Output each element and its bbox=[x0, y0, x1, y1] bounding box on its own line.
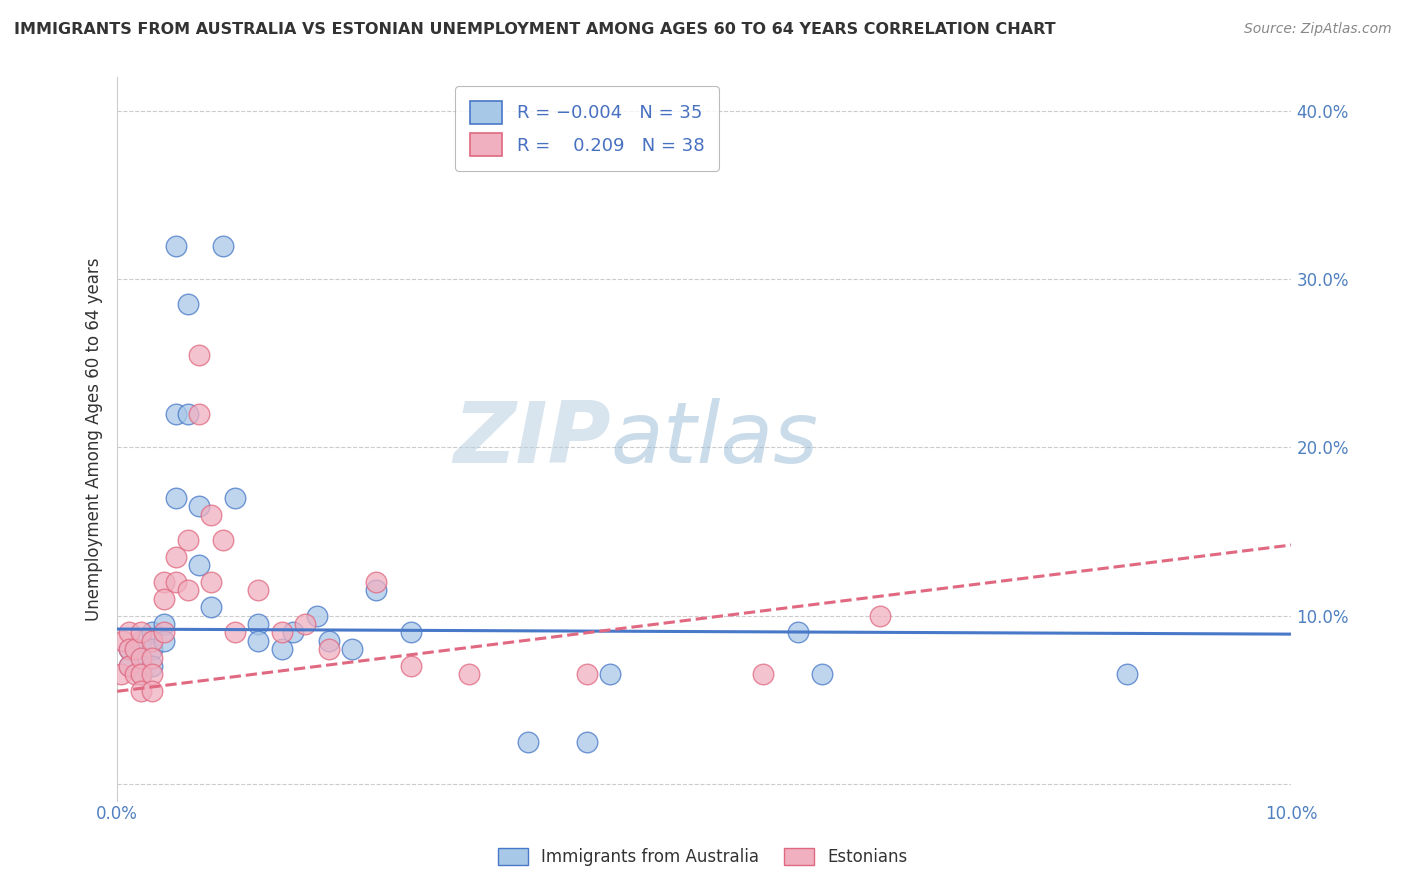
Point bbox=[118, 642, 141, 657]
Point bbox=[153, 633, 176, 648]
Point bbox=[153, 591, 176, 606]
Y-axis label: Unemployment Among Ages 60 to 64 years: Unemployment Among Ages 60 to 64 years bbox=[86, 257, 103, 621]
Point bbox=[575, 735, 598, 749]
Point bbox=[165, 491, 187, 505]
Point bbox=[141, 684, 163, 698]
Point bbox=[247, 617, 270, 632]
Text: IMMIGRANTS FROM AUSTRALIA VS ESTONIAN UNEMPLOYMENT AMONG AGES 60 TO 64 YEARS COR: IMMIGRANTS FROM AUSTRALIA VS ESTONIAN UN… bbox=[14, 22, 1056, 37]
Point bbox=[458, 667, 481, 681]
Point bbox=[294, 617, 316, 632]
Point bbox=[141, 625, 163, 640]
Point bbox=[129, 650, 152, 665]
Point bbox=[283, 625, 305, 640]
Point bbox=[787, 625, 810, 640]
Point bbox=[141, 650, 163, 665]
Point bbox=[599, 667, 621, 681]
Point bbox=[224, 491, 246, 505]
Point bbox=[153, 574, 176, 589]
Point bbox=[118, 659, 141, 673]
Point bbox=[224, 625, 246, 640]
Point bbox=[165, 407, 187, 421]
Text: ZIP: ZIP bbox=[453, 398, 610, 481]
Point bbox=[112, 633, 135, 648]
Point bbox=[124, 642, 146, 657]
Point bbox=[118, 642, 141, 657]
Point bbox=[176, 583, 198, 598]
Point bbox=[364, 574, 387, 589]
Point bbox=[176, 297, 198, 311]
Point bbox=[364, 583, 387, 598]
Point bbox=[869, 608, 891, 623]
Point bbox=[165, 238, 187, 252]
Point bbox=[141, 667, 163, 681]
Point bbox=[153, 617, 176, 632]
Point bbox=[129, 684, 152, 698]
Point bbox=[247, 633, 270, 648]
Point bbox=[340, 642, 363, 657]
Point bbox=[188, 407, 211, 421]
Point bbox=[200, 574, 222, 589]
Point bbox=[752, 667, 775, 681]
Point bbox=[188, 558, 211, 573]
Point bbox=[188, 500, 211, 514]
Point bbox=[129, 633, 152, 648]
Point bbox=[124, 667, 146, 681]
Point bbox=[247, 583, 270, 598]
Point bbox=[270, 625, 292, 640]
Point bbox=[200, 508, 222, 522]
Point bbox=[200, 600, 222, 615]
Point bbox=[318, 633, 340, 648]
Text: atlas: atlas bbox=[610, 398, 818, 481]
Point bbox=[165, 549, 187, 564]
Point bbox=[118, 659, 141, 673]
Point bbox=[141, 633, 163, 648]
Point bbox=[270, 642, 292, 657]
Point bbox=[153, 625, 176, 640]
Point bbox=[399, 625, 422, 640]
Point bbox=[129, 625, 152, 640]
Point bbox=[318, 642, 340, 657]
Point bbox=[1116, 667, 1139, 681]
Point bbox=[118, 625, 141, 640]
Point bbox=[305, 608, 328, 623]
Point bbox=[141, 659, 163, 673]
Point bbox=[176, 407, 198, 421]
Point bbox=[810, 667, 832, 681]
Point bbox=[129, 650, 152, 665]
Point bbox=[129, 667, 152, 681]
Text: Source: ZipAtlas.com: Source: ZipAtlas.com bbox=[1244, 22, 1392, 37]
Point bbox=[212, 533, 235, 547]
Point bbox=[212, 238, 235, 252]
Point bbox=[165, 574, 187, 589]
Point bbox=[129, 667, 152, 681]
Point bbox=[399, 659, 422, 673]
Legend: Immigrants from Australia, Estonians: Immigrants from Australia, Estonians bbox=[489, 840, 917, 875]
Point bbox=[141, 642, 163, 657]
Point bbox=[110, 667, 132, 681]
Point bbox=[188, 348, 211, 362]
Point bbox=[575, 667, 598, 681]
Point bbox=[517, 735, 540, 749]
Legend: R = −0.004   N = 35, R =    0.209   N = 38: R = −0.004 N = 35, R = 0.209 N = 38 bbox=[456, 87, 718, 170]
Point bbox=[176, 533, 198, 547]
